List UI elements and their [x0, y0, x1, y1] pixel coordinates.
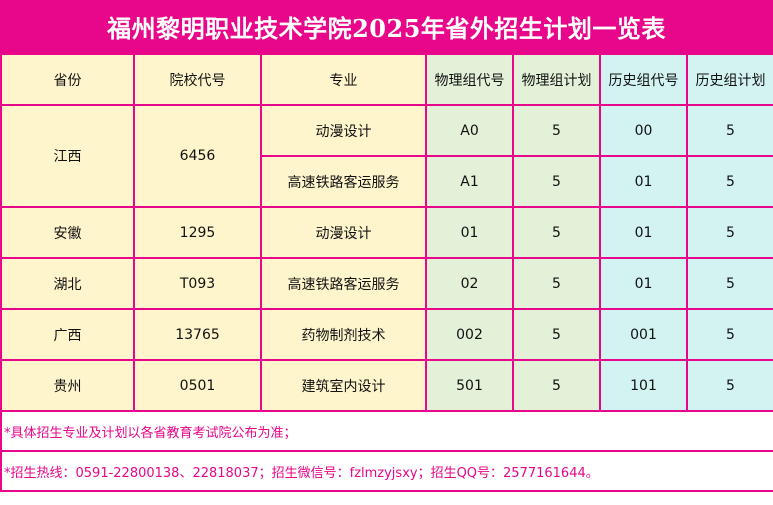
header-history-code: 历史组代号	[599, 53, 688, 106]
table-row: 安徽 1295 动漫设计 01 5 01 5	[0, 206, 773, 259]
page-title: 福州黎明职业技术学院2025年省外招生计划一览表	[0, 0, 773, 53]
note-exam-authority: *具体招生专业及计划以各省教育考试院公布为准；	[0, 410, 773, 452]
province-cell: 广西	[0, 308, 135, 361]
header-history-plan: 历史组计划	[686, 53, 773, 106]
history-plan-cell: 5	[686, 104, 773, 157]
table-row: 贵州 0501 建筑室内设计 501 5 101 5	[0, 359, 773, 412]
history-code-cell: 001	[599, 308, 688, 361]
admission-plan-table: 省份 院校代号 专业 物理组代号 物理组计划 历史组代号 历史组计划 江西 645…	[0, 53, 773, 492]
header-province: 省份	[0, 53, 135, 106]
history-code-cell: 01	[599, 257, 688, 310]
history-code-cell: 01	[599, 155, 688, 208]
header-school-code: 院校代号	[133, 53, 262, 106]
physics-plan-cell: 5	[512, 257, 601, 310]
major-cell: 动漫设计	[260, 104, 427, 157]
physics-code-cell: A0	[425, 104, 514, 157]
school-code-cell: 6456	[133, 104, 262, 208]
physics-code-cell: 02	[425, 257, 514, 310]
physics-code-cell: A1	[425, 155, 514, 208]
province-cell: 江西	[0, 104, 135, 208]
table-row: 高速铁路客运服务 A1 5 01 5	[1, 155, 773, 208]
physics-code-cell: 01	[425, 206, 514, 259]
history-plan-cell: 5	[686, 359, 773, 412]
header-row: 省份 院校代号 专业 物理组代号 物理组计划 历史组代号 历史组计划	[0, 53, 773, 106]
major-cell: 高速铁路客运服务	[260, 257, 427, 310]
physics-plan-cell: 5	[512, 308, 601, 361]
major-cell: 动漫设计	[260, 206, 427, 259]
header-major: 专业	[260, 53, 427, 106]
physics-plan-cell: 5	[512, 206, 601, 259]
school-code-cell: 13765	[133, 308, 262, 361]
province-cell: 贵州	[0, 359, 135, 412]
table-row: 湖北 T093 高速铁路客运服务 02 5 01 5	[0, 257, 773, 310]
history-plan-cell: 5	[686, 257, 773, 310]
table-row: 江西 6456 动漫设计 A0 5 00 5	[0, 104, 773, 208]
province-cell: 湖北	[0, 257, 135, 310]
major-cell: 高速铁路客运服务	[260, 155, 427, 208]
school-code-cell: T093	[133, 257, 262, 310]
physics-code-cell: 501	[425, 359, 514, 412]
header-physics-plan: 物理组计划	[512, 53, 601, 106]
table-row: 广西 13765 药物制剂技术 002 5 001 5	[0, 308, 773, 361]
physics-code-cell: 002	[425, 308, 514, 361]
history-plan-cell: 5	[686, 206, 773, 259]
note-contact-info: *招生热线：0591-22800138、22818037；招生微信号：fzlmz…	[0, 450, 773, 492]
physics-plan-cell: 5	[512, 155, 601, 208]
history-plan-cell: 5	[686, 155, 773, 208]
major-cell: 药物制剂技术	[260, 308, 427, 361]
history-code-cell: 01	[599, 206, 688, 259]
major-cell: 建筑室内设计	[260, 359, 427, 412]
history-code-cell: 101	[599, 359, 688, 412]
province-cell: 安徽	[0, 206, 135, 259]
school-code-cell: 0501	[133, 359, 262, 412]
physics-plan-cell: 5	[512, 104, 601, 157]
school-code-cell: 1295	[133, 206, 262, 259]
header-physics-code: 物理组代号	[425, 53, 514, 106]
history-code-cell: 00	[599, 104, 688, 157]
physics-plan-cell: 5	[512, 359, 601, 412]
history-plan-cell: 5	[686, 308, 773, 361]
